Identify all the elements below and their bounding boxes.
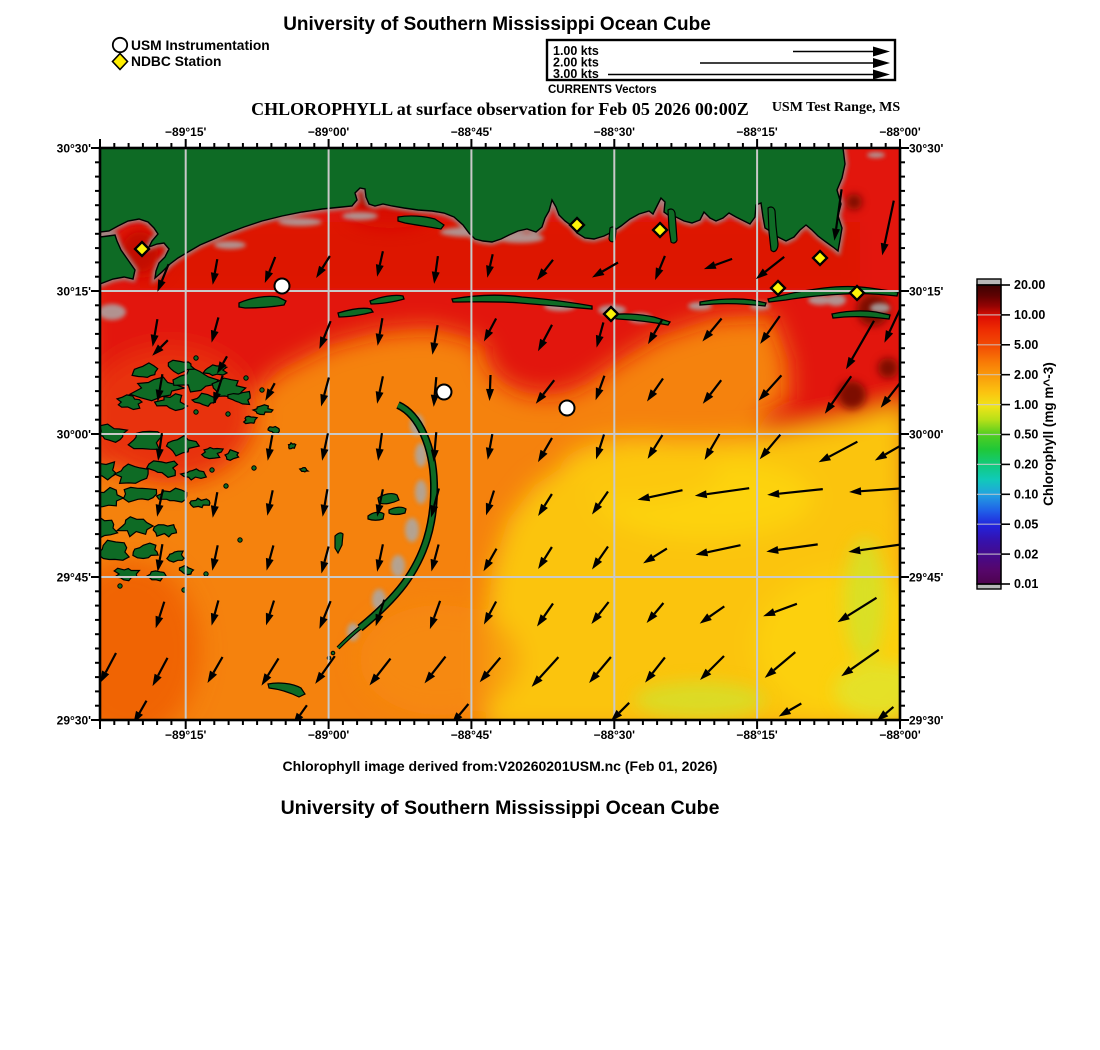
svg-text:USM Test Range, MS: USM Test Range, MS [772, 100, 901, 115]
svg-text:30°30': 30°30' [909, 142, 943, 156]
svg-text:10.00: 10.00 [1014, 308, 1045, 322]
svg-text:29°30': 29°30' [57, 714, 91, 728]
svg-text:1.00: 1.00 [1014, 398, 1038, 412]
svg-text:5.00: 5.00 [1014, 338, 1038, 352]
svg-text:−89°15': −89°15' [165, 728, 207, 742]
svg-text:NDBC Station: NDBC Station [131, 54, 221, 69]
svg-text:−88°15': −88°15' [736, 728, 778, 742]
svg-text:0.20: 0.20 [1014, 458, 1038, 472]
svg-text:Chlorophyll (mg m^-3): Chlorophyll (mg m^-3) [1041, 362, 1056, 506]
svg-text:0.10: 0.10 [1014, 488, 1038, 502]
svg-text:30°15': 30°15' [57, 285, 91, 299]
svg-text:29°30': 29°30' [909, 714, 943, 728]
svg-text:−88°15': −88°15' [736, 125, 778, 139]
svg-text:1.00 kts: 1.00 kts [553, 44, 599, 58]
svg-text:University of Southern Mississ: University of Southern Mississippi Ocean… [283, 14, 711, 35]
svg-text:29°45': 29°45' [57, 571, 91, 585]
svg-text:−88°45': −88°45' [451, 728, 493, 742]
svg-text:2.00: 2.00 [1014, 368, 1038, 382]
svg-text:29°45': 29°45' [909, 571, 943, 585]
svg-text:−89°00': −89°00' [308, 125, 350, 139]
svg-text:30°00': 30°00' [909, 428, 943, 442]
svg-text:CURRENTS Vectors: CURRENTS Vectors [548, 84, 657, 96]
svg-text:−88°45': −88°45' [451, 125, 493, 139]
svg-text:0.05: 0.05 [1014, 517, 1038, 531]
svg-text:−88°30': −88°30' [594, 728, 636, 742]
svg-text:2.00 kts: 2.00 kts [553, 56, 599, 70]
svg-text:−88°00': −88°00' [879, 125, 921, 139]
svg-text:USM Instrumentation: USM Instrumentation [131, 38, 270, 53]
svg-text:−88°00': −88°00' [879, 728, 921, 742]
svg-text:Chlorophyll image derived from: Chlorophyll image derived from:V20260201… [283, 758, 718, 774]
svg-text:20.00: 20.00 [1014, 278, 1045, 292]
svg-text:3.00 kts: 3.00 kts [553, 67, 599, 81]
svg-text:30°15': 30°15' [909, 285, 943, 299]
svg-text:0.01: 0.01 [1014, 577, 1038, 591]
svg-text:CHLOROPHYLL at surface observa: CHLOROPHYLL at surface observation for F… [251, 99, 749, 119]
svg-text:−88°30': −88°30' [594, 125, 636, 139]
svg-text:University of Southern Mississ: University of Southern Mississippi Ocean… [281, 797, 720, 819]
svg-text:0.02: 0.02 [1014, 547, 1038, 561]
svg-text:−89°15': −89°15' [165, 125, 207, 139]
svg-text:30°00': 30°00' [57, 428, 91, 442]
svg-text:−89°00': −89°00' [308, 728, 350, 742]
svg-text:30°30': 30°30' [57, 142, 91, 156]
svg-text:0.50: 0.50 [1014, 428, 1038, 442]
